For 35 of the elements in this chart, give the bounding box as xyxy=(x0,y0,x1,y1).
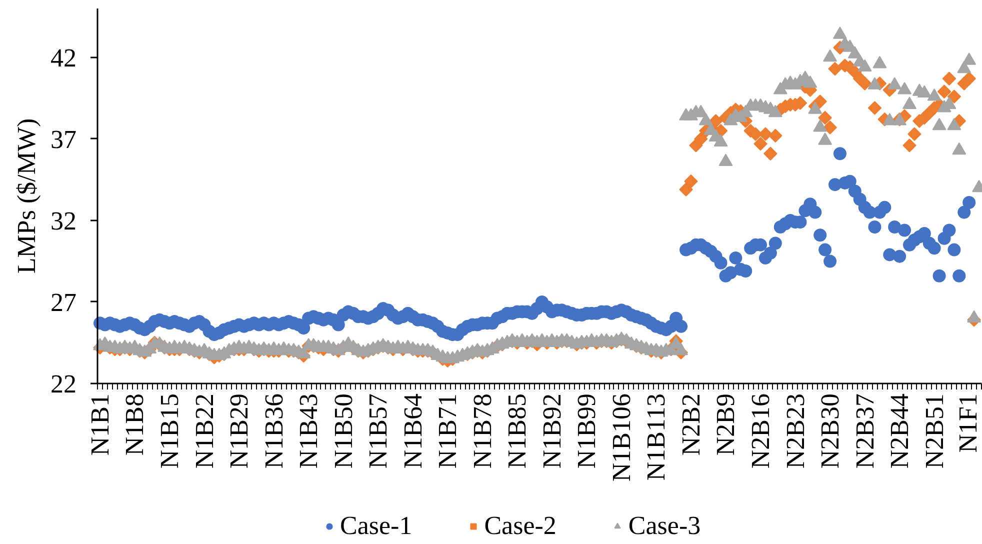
x-tick-label: N1B29 xyxy=(224,393,254,469)
x-tick-label: N1B71 xyxy=(433,393,462,469)
x-tick-label: N2B2 xyxy=(676,393,706,456)
y-tick-label: 27 xyxy=(50,288,76,317)
x-tick-label: N1B85 xyxy=(502,393,532,469)
x-tick-label: N1B43 xyxy=(294,393,324,469)
y-tick-label: 37 xyxy=(50,124,76,154)
legend-label: Case-2 xyxy=(484,511,556,541)
x-tick-label: N1B113 xyxy=(642,393,671,481)
x-tick-label: N1B36 xyxy=(259,393,288,469)
y-tick-label: 22 xyxy=(50,370,76,398)
x-tick-label: N1B78 xyxy=(468,393,497,469)
x-tick-label: N1F1 xyxy=(954,393,982,453)
x-tick-label: N2B23 xyxy=(780,393,810,469)
x-tick-label: N1B57 xyxy=(364,393,393,469)
y-tick-label: 42 xyxy=(50,43,76,72)
x-tick-label: N2B51 xyxy=(920,393,949,469)
legend-label: Case-3 xyxy=(628,511,701,541)
x-tick-label: N1B15 xyxy=(155,393,184,469)
x-tick-label: N2B16 xyxy=(746,393,775,469)
x-tick-label: N2B44 xyxy=(885,393,914,469)
y-tick-label: 32 xyxy=(50,206,76,236)
x-tick-label: N2B9 xyxy=(711,393,740,456)
x-tick-label: N1B92 xyxy=(537,393,566,469)
x-tick-label: N1B22 xyxy=(190,393,219,469)
x-tick-label: N1B99 xyxy=(572,393,602,469)
x-tick-label: N1B50 xyxy=(328,393,358,469)
x-tick-label: N2B30 xyxy=(816,393,845,469)
x-tick-label: N1B1 xyxy=(85,393,114,456)
x-tick-label: N2B37 xyxy=(850,393,880,469)
legend-label: Case-1 xyxy=(340,511,412,541)
x-tick-label: N1B64 xyxy=(398,393,428,469)
x-tick-label: N1B106 xyxy=(606,393,636,482)
x-tick-label: N1B8 xyxy=(120,393,150,456)
y-axis-title: LMPs ($/MW) xyxy=(12,118,41,274)
